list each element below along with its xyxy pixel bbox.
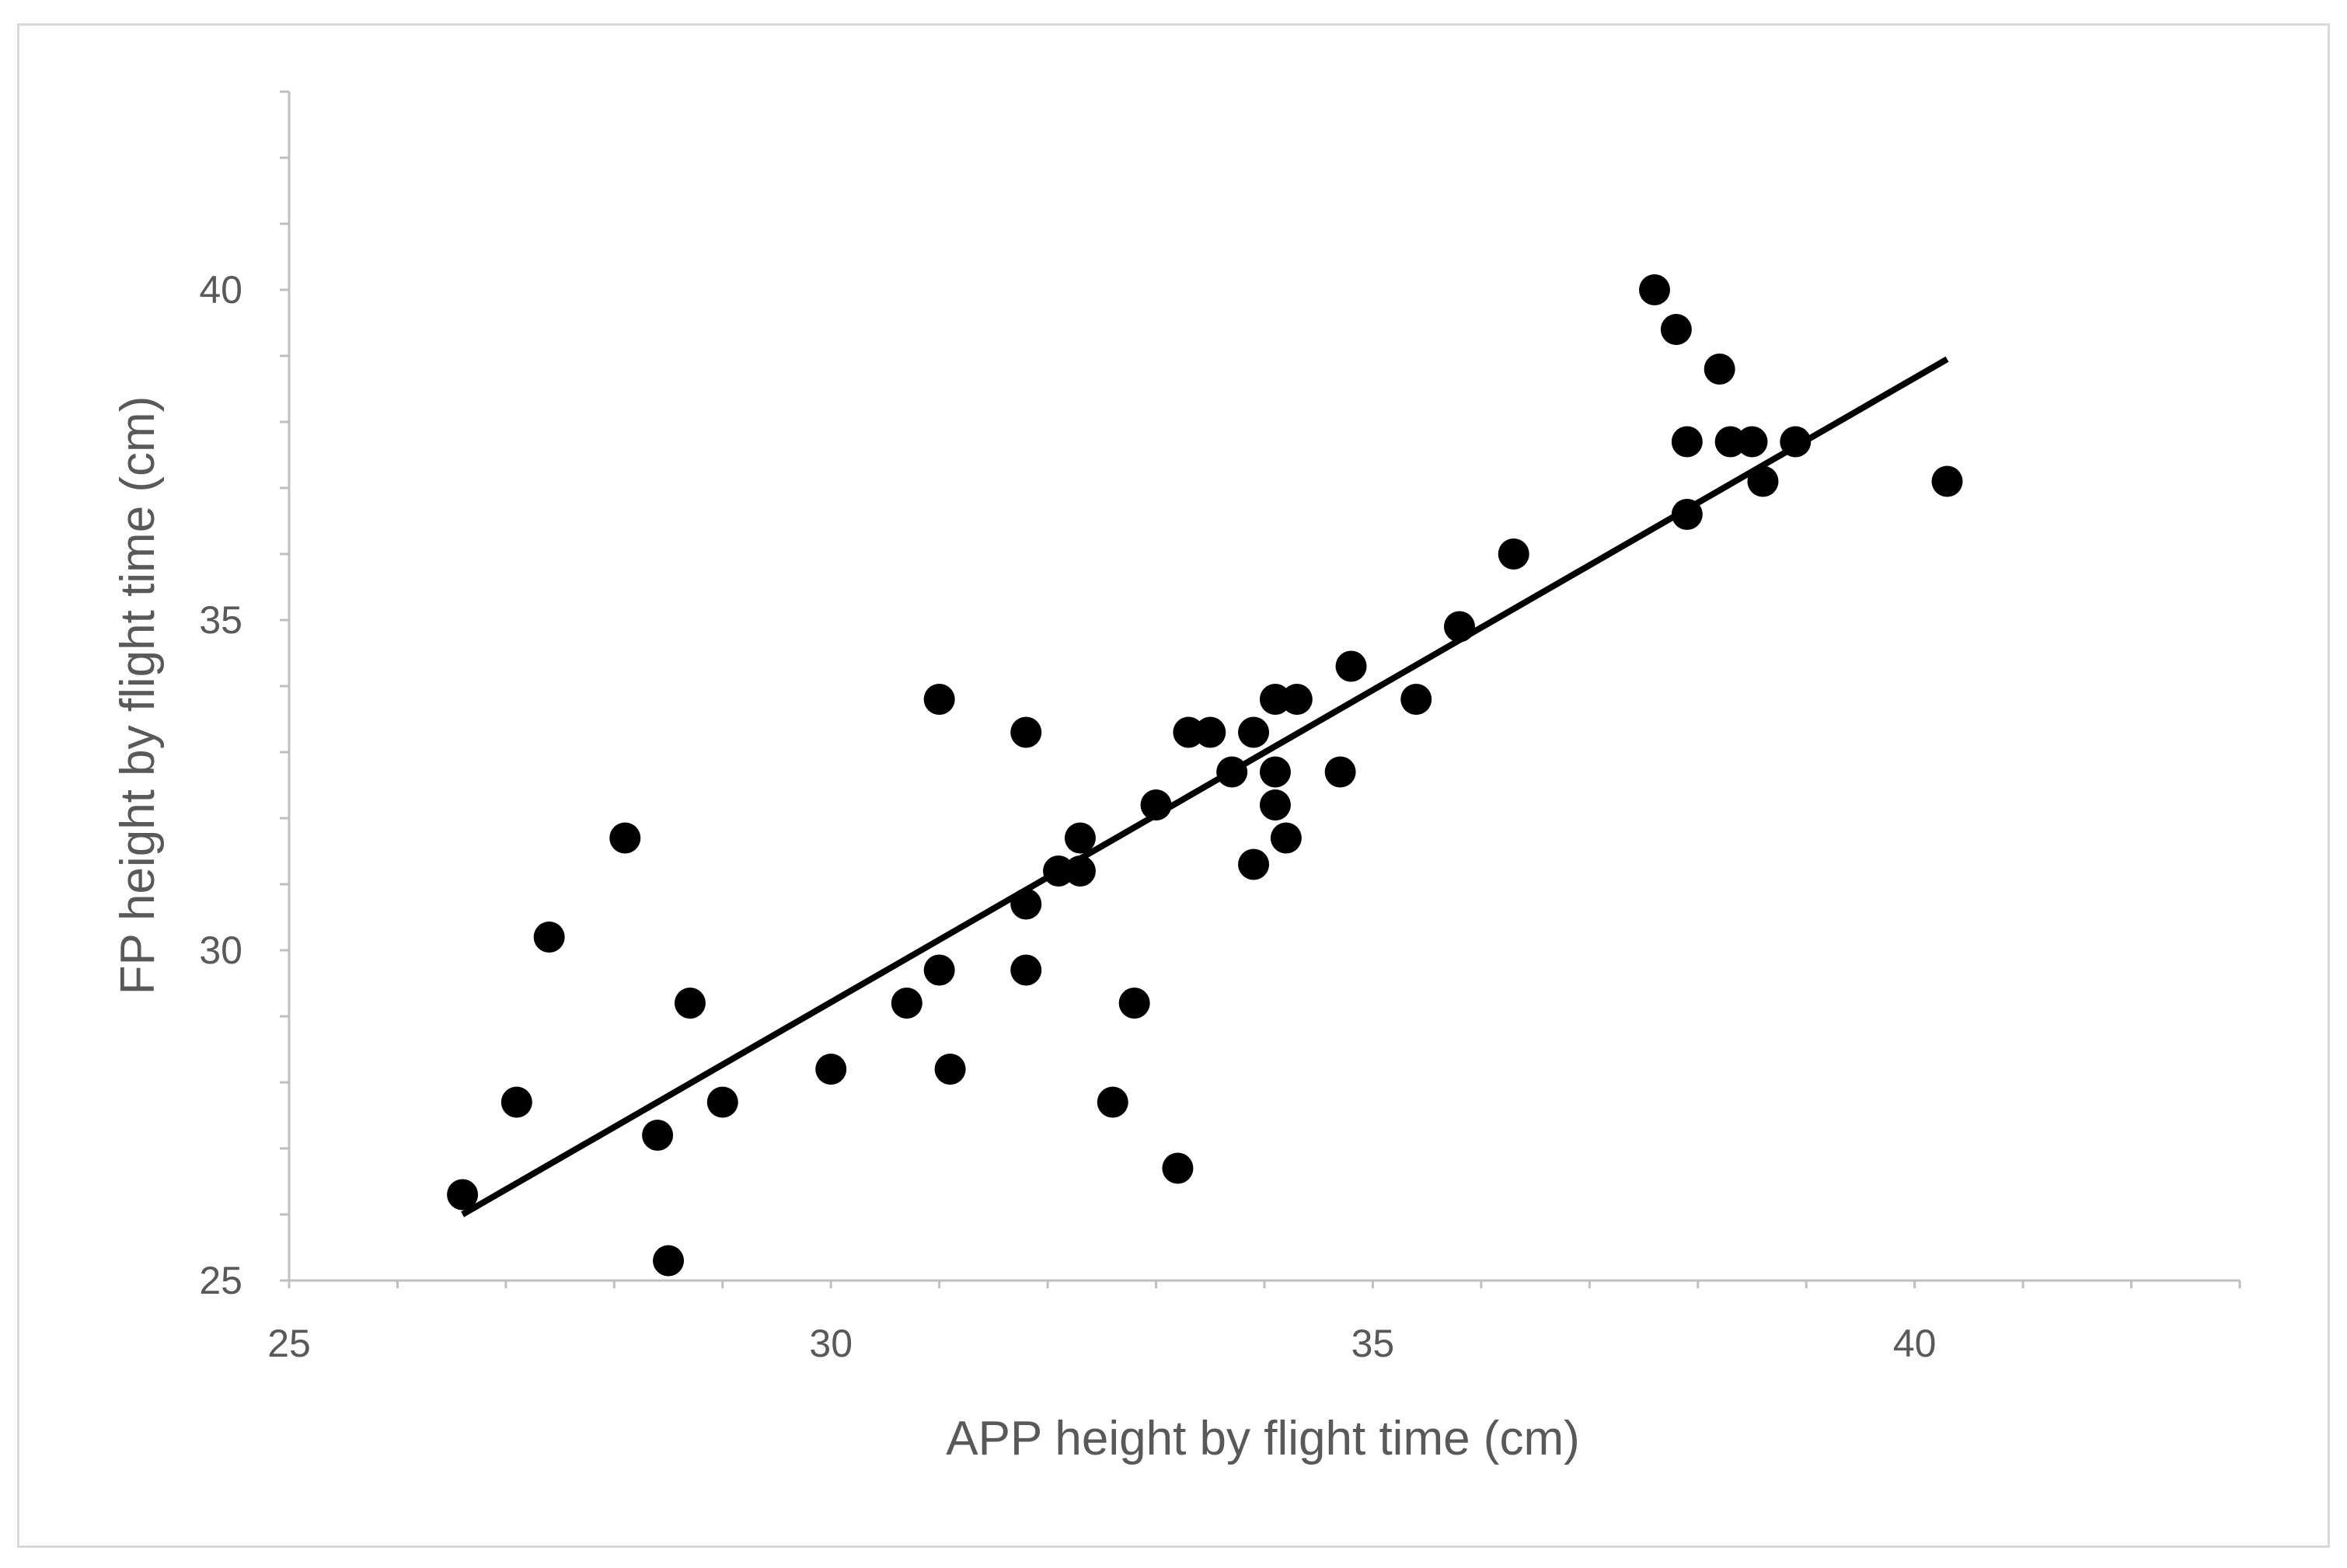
- data-point: [1780, 426, 1812, 458]
- data-point: [1324, 756, 1356, 788]
- data-point: [1704, 354, 1735, 385]
- data-point: [1671, 499, 1703, 530]
- data-point: [1097, 1086, 1128, 1118]
- data-point: [1238, 716, 1270, 748]
- data-point: [1714, 426, 1746, 458]
- x-axis-title: APP height by flight time (cm): [946, 1412, 1580, 1465]
- data-point: [1238, 848, 1270, 880]
- data-point: [923, 954, 955, 986]
- y-tick-label: 25: [199, 1259, 242, 1302]
- data-point: [674, 988, 706, 1019]
- data-point: [1140, 789, 1172, 821]
- data-point: [1259, 789, 1291, 821]
- axes: 25 30 35 40 25 30 35 40: [199, 90, 2241, 1365]
- data-point: [609, 822, 641, 854]
- points-layer: [447, 274, 1963, 1277]
- data-point: [1671, 426, 1703, 458]
- data-point: [1043, 855, 1075, 887]
- x-tick-label: 25: [267, 1322, 311, 1365]
- data-point: [1498, 538, 1529, 570]
- data-point: [1444, 611, 1475, 643]
- y-axis-title: FP height by flight time (cm): [111, 396, 165, 995]
- data-point: [1194, 716, 1226, 748]
- data-point: [1173, 716, 1205, 748]
- data-point: [500, 1086, 532, 1118]
- data-point: [1281, 684, 1313, 715]
- data-point: [1010, 954, 1042, 986]
- trendline-layer: [461, 356, 1949, 1218]
- data-point: [642, 1120, 674, 1151]
- data-point: [891, 988, 922, 1019]
- data-point: [923, 684, 955, 715]
- x-tick-label: 35: [1351, 1322, 1395, 1365]
- data-point: [706, 1086, 738, 1118]
- data-point: [1270, 822, 1302, 854]
- data-point: [1010, 716, 1042, 748]
- data-point: [1335, 650, 1367, 682]
- data-point: [1259, 756, 1291, 788]
- data-point: [1064, 822, 1096, 854]
- data-point: [1064, 855, 1096, 887]
- chart-frame: [17, 23, 2330, 1548]
- data-point: [533, 922, 565, 953]
- data-point: [815, 1054, 847, 1085]
- data-point: [1259, 684, 1291, 715]
- data-point: [934, 1054, 966, 1085]
- data-point: [1400, 684, 1432, 715]
- y-tick-label: 30: [199, 929, 242, 972]
- y-tick-label: 35: [199, 598, 242, 642]
- data-point: [653, 1245, 685, 1277]
- data-point: [1747, 465, 1779, 497]
- data-point: [1639, 274, 1670, 305]
- y-tick-label: 40: [199, 268, 242, 312]
- data-point: [1010, 888, 1042, 920]
- data-point: [447, 1179, 479, 1211]
- data-point: [1162, 1152, 1194, 1184]
- data-point: [1931, 465, 1963, 497]
- trendline: [461, 356, 1949, 1218]
- x-tick-label: 30: [809, 1322, 853, 1365]
- data-point: [1736, 426, 1768, 458]
- data-point: [1660, 314, 1692, 345]
- data-point: [1118, 988, 1150, 1019]
- data-point: [1216, 756, 1248, 788]
- x-tick-label: 40: [1893, 1322, 1937, 1365]
